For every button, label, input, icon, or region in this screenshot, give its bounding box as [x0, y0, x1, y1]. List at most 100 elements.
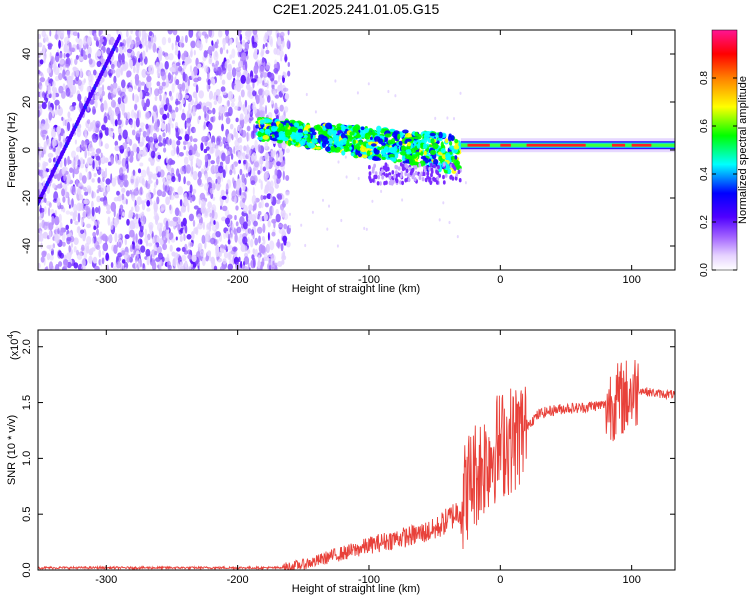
noise-blob	[83, 250, 87, 260]
band-halo	[442, 174, 445, 180]
noise-blob	[47, 76, 51, 83]
noise-blob	[165, 231, 170, 239]
noise-blob	[132, 143, 138, 153]
noise-blob	[181, 42, 185, 48]
noise-blob	[105, 236, 109, 242]
noise-blob	[104, 127, 110, 136]
band-blob	[341, 125, 346, 132]
noise-blob	[39, 230, 43, 237]
noise-blob	[117, 128, 123, 134]
noise-blob	[43, 55, 46, 64]
noise-blob	[113, 217, 120, 226]
noise-speck	[336, 244, 339, 248]
noise-blob	[178, 152, 184, 157]
noise-blob	[282, 194, 285, 200]
noise-blob	[68, 42, 72, 52]
noise-blob	[113, 244, 118, 254]
noise-blob	[171, 83, 175, 93]
band-halo	[422, 171, 426, 177]
noise-blob	[39, 59, 44, 65]
noise-blob	[242, 197, 246, 203]
noise-blob	[235, 67, 241, 72]
band-blob	[389, 128, 396, 132]
noise-blob	[277, 74, 280, 83]
band-blob	[409, 157, 415, 164]
colorbar-axes: 0.0 0.2 0.4 0.6 0.8	[699, 71, 737, 277]
noise-blob	[229, 233, 233, 238]
noise-blob	[101, 90, 106, 96]
noise-blob	[83, 186, 87, 192]
noise-blob	[133, 85, 138, 90]
noise-blob	[172, 30, 178, 36]
noise-blob	[74, 58, 78, 65]
noise-blob	[260, 164, 263, 174]
noise-blob	[147, 242, 153, 247]
noise-blob	[187, 254, 193, 260]
noise-blob	[285, 148, 290, 154]
noise-blob	[61, 188, 66, 197]
noise-blob	[276, 161, 281, 167]
noise-blob	[38, 150, 42, 161]
noise-blob	[212, 258, 216, 266]
noise-blob	[38, 182, 42, 187]
noise-blob	[76, 202, 82, 212]
noise-blob	[116, 30, 119, 35]
band-blob	[390, 138, 396, 145]
noise-blob	[185, 164, 191, 174]
noise-blob	[212, 115, 216, 122]
noise-speck	[442, 201, 445, 205]
band-blob	[449, 140, 453, 146]
noise-blob	[239, 60, 244, 68]
noise-blob	[121, 187, 126, 193]
noise-blob	[245, 35, 251, 40]
noise-blob	[93, 33, 97, 41]
noise-blob	[244, 31, 248, 37]
noise-blob	[91, 206, 95, 217]
noise-blob	[68, 204, 71, 209]
noise-blob	[190, 50, 193, 58]
noise-blob	[125, 190, 130, 197]
noise-blob	[171, 63, 177, 73]
noise-blob	[70, 57, 73, 66]
band-blob	[289, 126, 297, 132]
noise-blob	[64, 63, 69, 68]
band-halo	[397, 166, 401, 171]
band-blob	[400, 151, 407, 156]
band-halo	[458, 178, 462, 183]
noise-blob	[187, 58, 192, 64]
noise-blob	[116, 190, 120, 196]
band-halo	[395, 165, 399, 170]
noise-blob	[102, 177, 105, 182]
noise-blob	[186, 234, 192, 240]
noise-blob	[123, 261, 129, 270]
noise-blob	[208, 122, 213, 131]
noise-blob	[162, 51, 165, 56]
band-blob	[410, 147, 417, 154]
noise-blob	[231, 60, 236, 65]
noise-blob	[59, 52, 63, 59]
band-blob	[432, 142, 439, 150]
noise-blob	[103, 115, 108, 124]
noise-blob	[213, 164, 219, 173]
y-tick-label: -20	[21, 190, 33, 206]
noise-blob	[272, 90, 277, 97]
noise-blob	[159, 239, 164, 246]
colorbar-tick-label: 0.6	[699, 119, 710, 133]
noise-blob	[91, 190, 94, 199]
band-blob	[349, 131, 355, 136]
noise-blob	[261, 155, 264, 162]
noise-blob	[183, 145, 186, 150]
noise-blob	[257, 170, 261, 175]
noise-blob	[154, 250, 158, 256]
noise-blob	[195, 84, 199, 93]
band-halo	[449, 174, 453, 180]
noise-blob	[58, 39, 61, 49]
noise-blob	[242, 204, 248, 214]
noise-blob	[71, 198, 74, 208]
noise-blob	[54, 109, 59, 116]
noise-blob	[41, 129, 48, 135]
noise-blob	[287, 62, 290, 67]
band-blob	[369, 136, 373, 140]
noise-blob	[168, 53, 174, 61]
noise-blob	[136, 110, 140, 119]
